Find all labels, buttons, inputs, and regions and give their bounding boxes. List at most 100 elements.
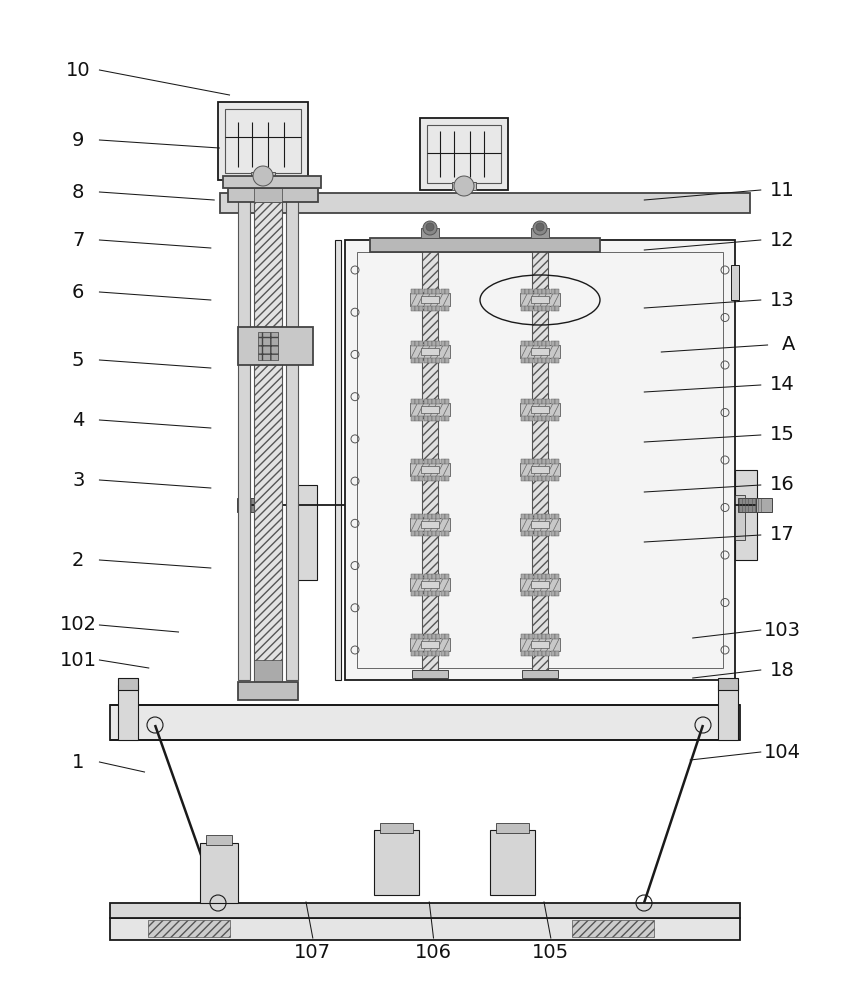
Bar (286, 200, 298, 680)
Bar (428, 416, 432, 421)
Bar (428, 531, 432, 536)
Bar (534, 531, 538, 536)
Bar (441, 341, 445, 346)
Bar (437, 651, 440, 656)
Bar (542, 651, 547, 656)
Bar (547, 459, 551, 464)
Bar (534, 476, 538, 481)
Bar (525, 514, 530, 519)
Bar (530, 306, 534, 311)
Bar (428, 634, 432, 639)
Bar (433, 306, 436, 311)
Bar (441, 416, 445, 421)
Bar (445, 634, 449, 639)
Bar (345, 240, 735, 680)
Bar (530, 574, 534, 579)
Bar (416, 416, 419, 421)
Bar (424, 476, 428, 481)
Bar (547, 574, 551, 579)
Bar (416, 306, 419, 311)
Bar (538, 289, 542, 294)
Bar (437, 591, 440, 596)
Bar (542, 289, 547, 294)
Bar (416, 531, 419, 536)
Bar (416, 399, 419, 404)
Bar (445, 306, 449, 311)
Text: 15: 15 (769, 426, 795, 444)
Bar (424, 651, 428, 656)
Bar (421, 466, 439, 473)
Bar (437, 289, 440, 294)
Bar (428, 574, 432, 579)
Bar (547, 289, 551, 294)
Bar (420, 399, 423, 404)
Bar (411, 341, 415, 346)
Bar (410, 293, 450, 306)
Bar (547, 531, 551, 536)
Circle shape (533, 221, 547, 235)
Bar (416, 341, 419, 346)
Bar (538, 358, 542, 363)
Bar (424, 591, 428, 596)
Bar (228, 188, 318, 202)
Circle shape (426, 223, 434, 231)
Bar (521, 476, 525, 481)
Bar (520, 578, 560, 591)
Text: 107: 107 (294, 942, 332, 962)
Bar (424, 531, 428, 536)
Text: 104: 104 (763, 742, 801, 762)
Bar (416, 634, 419, 639)
Text: 18: 18 (769, 660, 795, 680)
Bar (411, 399, 415, 404)
Text: 1: 1 (72, 752, 84, 772)
Bar (520, 638, 560, 651)
Bar (420, 634, 423, 639)
Bar (411, 459, 415, 464)
Bar (416, 651, 419, 656)
Bar (411, 591, 415, 596)
Bar (445, 358, 449, 363)
Circle shape (253, 166, 273, 186)
Bar (531, 581, 549, 588)
Bar (424, 341, 428, 346)
Bar (441, 634, 445, 639)
Bar (420, 341, 423, 346)
Bar (525, 399, 530, 404)
Bar (110, 918, 740, 940)
Bar (433, 476, 436, 481)
Bar (534, 591, 538, 596)
Bar (410, 463, 450, 476)
Bar (445, 476, 449, 481)
Bar (530, 289, 534, 294)
Bar (525, 531, 530, 536)
Text: 8: 8 (72, 182, 84, 202)
Bar (420, 476, 423, 481)
Bar (254, 188, 282, 202)
Bar (441, 289, 445, 294)
Bar (416, 289, 419, 294)
Bar (520, 518, 560, 531)
Bar (735, 495, 745, 540)
Bar (428, 651, 432, 656)
Bar (410, 638, 450, 651)
Bar (534, 459, 538, 464)
Text: 12: 12 (769, 231, 795, 249)
Bar (534, 399, 538, 404)
Bar (525, 591, 530, 596)
Bar (534, 574, 538, 579)
Bar (551, 289, 555, 294)
Text: 16: 16 (769, 476, 795, 494)
Bar (416, 459, 419, 464)
Bar (521, 459, 525, 464)
Bar (731, 265, 739, 300)
Bar (551, 399, 555, 404)
Bar (756, 498, 772, 512)
Bar (542, 634, 547, 639)
Bar (433, 399, 436, 404)
Bar (420, 416, 423, 421)
Bar (534, 651, 538, 656)
Bar (437, 399, 440, 404)
Bar (433, 591, 436, 596)
Bar (200, 843, 238, 903)
Bar (547, 358, 551, 363)
